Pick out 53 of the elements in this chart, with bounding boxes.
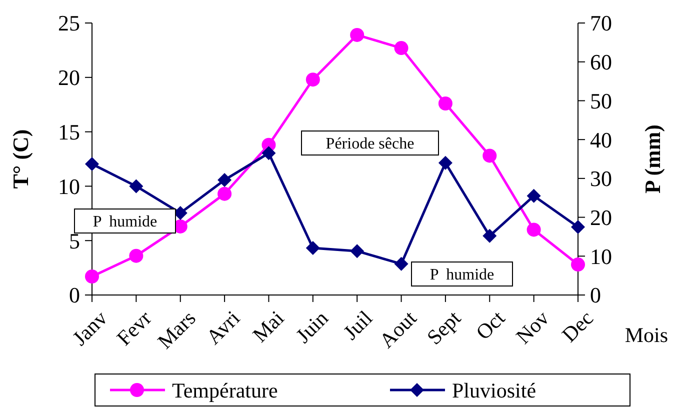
point xyxy=(306,72,320,87)
point xyxy=(438,156,452,170)
point xyxy=(394,256,408,271)
y2-tick-label: 70 xyxy=(590,10,612,36)
y-tick-label: 5 xyxy=(69,228,80,254)
point xyxy=(482,148,497,163)
x-tick-label: Nov xyxy=(511,306,554,349)
x-tick-label: Juil xyxy=(338,306,378,344)
point xyxy=(85,157,99,172)
x-tick-label: Sept xyxy=(422,306,466,350)
x-tick-label: Oct xyxy=(471,306,510,344)
y-tick-label: 20 xyxy=(58,65,80,90)
point xyxy=(438,96,452,111)
legend-label: Température xyxy=(172,378,278,402)
x-tick-label: Mai xyxy=(248,306,289,347)
x-tick-label: Avri xyxy=(201,306,245,350)
y2-tick-label: 30 xyxy=(590,166,612,192)
point xyxy=(85,270,99,284)
y-tick-label: 15 xyxy=(58,120,80,144)
point xyxy=(218,172,232,187)
y2-tick-label: 0 xyxy=(590,282,601,308)
x-tick-label: Dec xyxy=(557,306,598,347)
annotation: P humide xyxy=(430,266,494,284)
y2-tick-label: 50 xyxy=(590,88,612,114)
y-tick-label: 10 xyxy=(58,174,80,199)
y2-tick-label: 10 xyxy=(590,244,612,269)
annotation: P humide xyxy=(92,214,158,231)
x-axis-title: Mois xyxy=(624,323,668,347)
point xyxy=(350,244,364,258)
point xyxy=(306,240,320,255)
x-tick-label: Fevr xyxy=(112,306,156,350)
point xyxy=(571,258,585,272)
point xyxy=(129,248,144,263)
point xyxy=(526,222,541,237)
annotation: Période sêche xyxy=(326,136,414,153)
y2-tick-label: 40 xyxy=(590,127,612,152)
point xyxy=(394,41,408,56)
y2-tick-label: 60 xyxy=(590,50,612,75)
x-tick-label: Juin xyxy=(291,306,334,348)
legend-label: Pluviosité xyxy=(452,378,536,402)
x-tick-label: Janv xyxy=(68,306,112,350)
point xyxy=(129,179,144,194)
y-tick-label: 0 xyxy=(69,282,80,308)
y2-axis-title: P (mm) xyxy=(640,124,665,194)
point xyxy=(350,28,364,42)
point xyxy=(571,220,585,234)
y-axis-title: T° (C) xyxy=(8,129,33,189)
y2-tick-label: 20 xyxy=(590,204,612,230)
point xyxy=(262,146,276,160)
point xyxy=(526,188,541,203)
point xyxy=(218,186,232,201)
y-tick-label: 25 xyxy=(58,10,80,36)
point xyxy=(482,228,497,243)
